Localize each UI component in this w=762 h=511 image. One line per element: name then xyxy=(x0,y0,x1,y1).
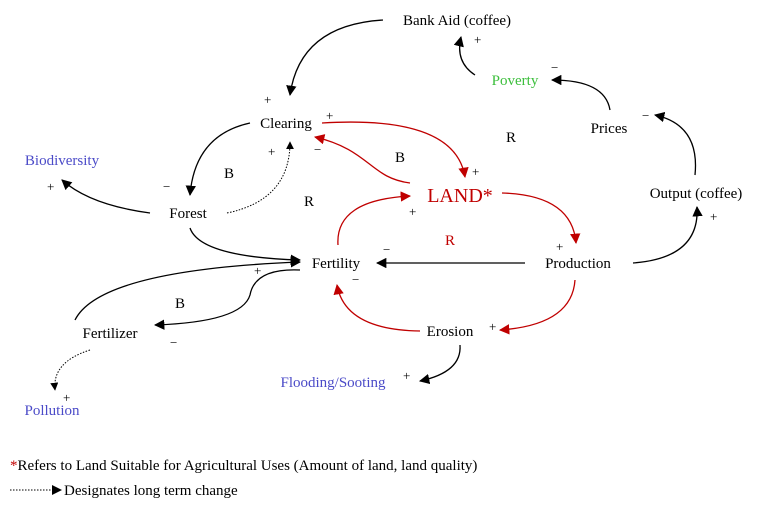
footnote-marker: * xyxy=(10,458,18,474)
node-label: Poverty xyxy=(492,73,539,89)
arrow xyxy=(74,257,302,321)
arrow xyxy=(153,269,301,330)
polarity: + xyxy=(556,239,563,254)
node-label: Output (coffee) xyxy=(650,186,743,202)
polarity: − xyxy=(314,142,321,157)
node-label: Forest xyxy=(169,206,207,222)
arrows xyxy=(50,19,703,391)
arrow xyxy=(498,279,576,335)
loop-labels: R B B R R B xyxy=(175,130,516,312)
nodes: Bank Aid (coffee) Poverty Prices Clearin… xyxy=(24,13,742,419)
polarity: + xyxy=(254,263,261,278)
arrow xyxy=(418,344,461,385)
arrow xyxy=(189,227,302,265)
arrow xyxy=(337,191,412,246)
arrow-long-term xyxy=(50,349,91,391)
polarity: + xyxy=(409,204,416,219)
arrow xyxy=(185,122,251,197)
node-label: Fertilizer xyxy=(83,326,138,342)
footnote-text: *Refers to Land Suitable for Agricultura… xyxy=(10,458,477,474)
footnote: *Refers to Land Suitable for Agricultura… xyxy=(10,458,477,499)
polarity: − xyxy=(383,242,390,257)
node-label: Clearing xyxy=(260,116,312,132)
arrow xyxy=(501,192,581,245)
node-label: Fertility xyxy=(312,256,361,272)
polarity: + xyxy=(264,92,271,107)
polarity: + xyxy=(326,108,333,123)
arrow xyxy=(550,74,611,111)
arrow xyxy=(61,179,151,214)
node-label: Prices xyxy=(591,121,628,137)
node-label: LAND* xyxy=(427,185,493,207)
arrow xyxy=(286,19,384,97)
legend-arrowhead xyxy=(52,485,62,495)
node-label: Pollution xyxy=(24,403,80,419)
polarity: − xyxy=(352,272,359,287)
loop-label: R xyxy=(304,194,314,210)
loop-label: R xyxy=(506,130,516,146)
arrow xyxy=(321,121,469,179)
node-label: Bank Aid (coffee) xyxy=(403,13,511,29)
arrow-long-term xyxy=(226,141,294,214)
polarity: + xyxy=(472,164,479,179)
polarity: + xyxy=(474,32,481,47)
polarity: + xyxy=(47,179,54,194)
polarity: − xyxy=(170,335,177,350)
legend-text: Designates long term change xyxy=(64,483,238,499)
loop-label: B xyxy=(224,166,234,182)
polarity: + xyxy=(268,144,275,159)
polarity: − xyxy=(163,179,170,194)
arrow xyxy=(653,111,697,176)
node-label: Flooding/Sooting xyxy=(280,375,386,391)
footnote-body: Refers to Land Suitable for Agricultural… xyxy=(18,458,478,474)
signs: + − − + + + − + + + + − − + + − + − + + xyxy=(47,32,717,405)
loop-label: R xyxy=(445,233,455,249)
node-label: Biodiversity xyxy=(25,153,100,169)
loop-label: B xyxy=(395,150,405,166)
arrow xyxy=(632,205,703,264)
polarity: − xyxy=(551,60,558,75)
arrow xyxy=(453,35,476,76)
polarity: + xyxy=(63,390,70,405)
node-label: Erosion xyxy=(427,324,474,340)
polarity: + xyxy=(710,209,717,224)
polarity: + xyxy=(403,368,410,383)
polarity: + xyxy=(489,319,496,334)
arrow xyxy=(313,134,411,184)
arrow xyxy=(333,283,421,332)
node-label: Production xyxy=(545,256,611,272)
polarity: − xyxy=(642,108,649,123)
loop-label: B xyxy=(175,296,185,312)
